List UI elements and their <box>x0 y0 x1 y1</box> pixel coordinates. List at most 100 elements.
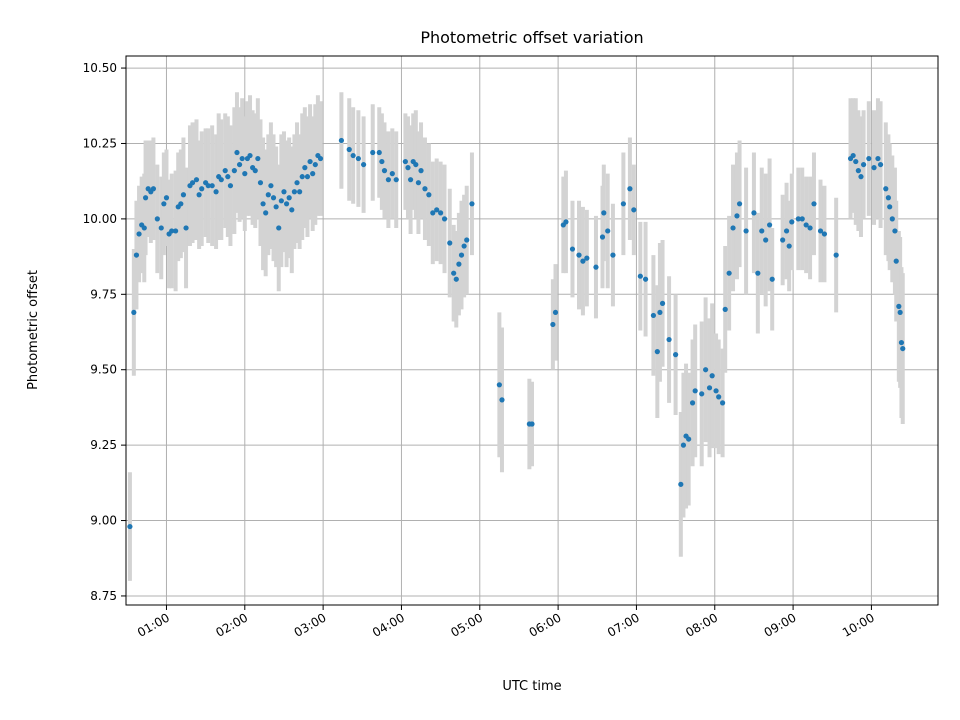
data-point <box>631 207 637 213</box>
data-point <box>379 158 385 165</box>
data-point <box>871 165 877 171</box>
data-point <box>263 210 269 216</box>
error-bars <box>127 92 905 581</box>
data-point <box>689 400 696 406</box>
data-point <box>173 228 179 234</box>
data-point <box>381 168 388 174</box>
data-point <box>193 177 200 183</box>
data-point <box>180 192 187 198</box>
data-point <box>307 158 313 165</box>
data-point <box>887 204 893 210</box>
data-point <box>883 186 889 192</box>
data-point <box>281 189 287 195</box>
data-point <box>759 228 765 234</box>
data-point <box>338 137 345 144</box>
data-point <box>158 225 164 231</box>
data-point <box>422 186 428 192</box>
data-point <box>605 228 611 234</box>
data-point <box>719 400 726 406</box>
data-point <box>763 237 769 243</box>
data-point <box>133 252 140 258</box>
data-point <box>657 309 663 316</box>
x-tick-label: 08:00 <box>683 610 720 639</box>
data-point <box>889 216 895 222</box>
data-point <box>783 228 790 234</box>
data-point <box>892 228 898 234</box>
data-point <box>317 155 324 162</box>
data-point <box>620 201 626 207</box>
data-point <box>418 168 424 174</box>
data-point <box>576 252 582 258</box>
data-point <box>346 146 352 153</box>
data-point <box>610 252 616 258</box>
data-point <box>270 195 277 201</box>
data-point <box>680 442 687 448</box>
data-point <box>650 312 657 319</box>
chart-title: Photometric offset variation <box>420 28 643 47</box>
data-point <box>659 300 666 306</box>
data-point <box>666 336 672 343</box>
data-point <box>247 152 253 159</box>
data-point <box>860 161 867 168</box>
data-point <box>755 270 761 276</box>
data-point <box>896 303 902 309</box>
data-point <box>131 309 137 316</box>
data-point <box>858 174 864 180</box>
x-tick-label: 01:00 <box>135 610 172 639</box>
data-point <box>637 273 643 279</box>
data-point <box>807 225 813 231</box>
plot-frame <box>125 55 939 606</box>
data-point <box>225 174 231 180</box>
data-point <box>458 252 465 258</box>
data-point <box>713 388 719 394</box>
data-point <box>252 168 258 174</box>
data-point <box>163 195 170 201</box>
data-point <box>496 382 502 388</box>
data-point <box>716 394 722 400</box>
y-tick-label: 9.50 <box>90 363 117 377</box>
data-point <box>795 216 801 222</box>
data-point <box>302 165 308 171</box>
data-point <box>255 155 261 162</box>
data-point <box>218 177 224 183</box>
x-tick-label: 09:00 <box>762 610 799 639</box>
y-tick-label: 8.75 <box>90 589 117 603</box>
data-point <box>850 152 856 159</box>
data-point <box>413 161 419 168</box>
data-point <box>654 349 660 355</box>
data-point <box>893 258 899 264</box>
data-point <box>213 189 219 195</box>
data-point <box>692 388 698 394</box>
data-point <box>294 180 300 186</box>
data-point <box>438 210 444 216</box>
data-point <box>593 264 599 270</box>
data-point <box>678 481 684 487</box>
data-point <box>703 367 709 373</box>
data-point <box>178 201 184 207</box>
data-point <box>885 195 891 201</box>
data-point <box>706 385 713 391</box>
data-point <box>751 210 757 216</box>
data-point <box>402 158 408 165</box>
x-tick-label: 03:00 <box>292 610 329 639</box>
data-point <box>385 177 391 183</box>
data-point <box>453 276 459 282</box>
y-tick-label: 10.00 <box>83 212 117 226</box>
data-point <box>430 210 436 216</box>
data-point <box>231 168 237 174</box>
data-point <box>584 255 590 261</box>
data-point <box>469 201 475 207</box>
x-tick-label: 04:00 <box>370 610 407 639</box>
data-point <box>370 149 376 156</box>
data-point <box>866 155 872 162</box>
y-tick-label: 9.75 <box>90 287 117 301</box>
y-axis-label: Photometric offset <box>26 270 41 390</box>
data-point <box>642 276 649 282</box>
x-axis-label: UTC time <box>502 679 561 694</box>
data-point <box>142 195 149 201</box>
data-point <box>456 261 462 267</box>
data-point <box>183 225 189 231</box>
data-point <box>786 243 792 249</box>
y-tick-label: 10.25 <box>83 136 117 150</box>
